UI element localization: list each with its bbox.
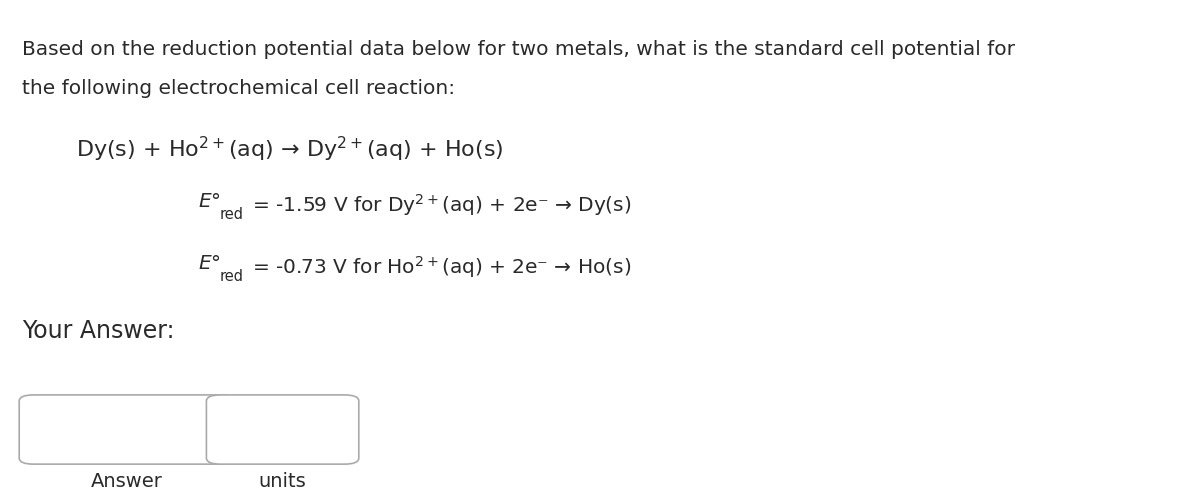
- Text: the following electrochemical cell reaction:: the following electrochemical cell react…: [22, 79, 455, 98]
- FancyBboxPatch shape: [19, 395, 234, 464]
- Text: red: red: [220, 269, 244, 284]
- Text: Answer: Answer: [91, 472, 162, 491]
- Text: Dy(s) + Ho$^{2+}$(aq) → Dy$^{2+}$(aq) + Ho(s): Dy(s) + Ho$^{2+}$(aq) → Dy$^{2+}$(aq) + …: [76, 134, 503, 164]
- Text: $E°$: $E°$: [198, 254, 221, 273]
- Text: Your Answer:: Your Answer:: [22, 319, 174, 343]
- Text: units: units: [259, 472, 306, 491]
- Text: = -1.59 V for Dy$^{2+}$(aq) + 2e⁻ → Dy(s): = -1.59 V for Dy$^{2+}$(aq) + 2e⁻ → Dy(s…: [246, 192, 631, 218]
- Text: red: red: [220, 207, 244, 222]
- FancyBboxPatch shape: [206, 395, 359, 464]
- Text: = -0.73 V for Ho$^{2+}$(aq) + 2e⁻ → Ho(s): = -0.73 V for Ho$^{2+}$(aq) + 2e⁻ → Ho(s…: [246, 254, 631, 280]
- Text: Based on the reduction potential data below for two metals, what is the standard: Based on the reduction potential data be…: [22, 40, 1015, 59]
- Text: $E°$: $E°$: [198, 192, 221, 211]
